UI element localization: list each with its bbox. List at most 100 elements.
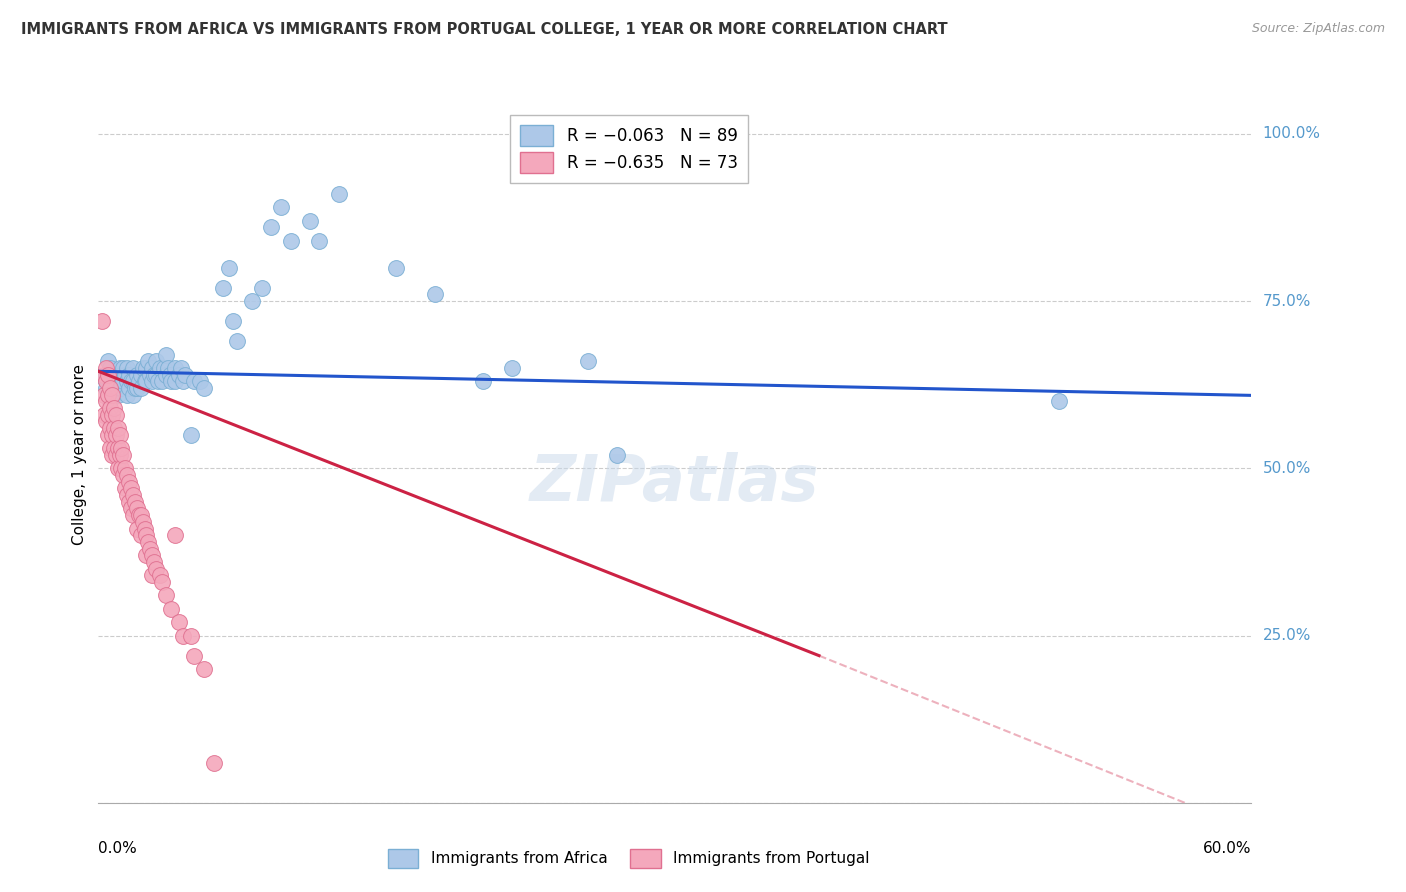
Text: ZIPatlas: ZIPatlas xyxy=(530,451,820,514)
Point xyxy=(101,408,124,422)
Point xyxy=(385,260,408,275)
Point xyxy=(118,475,141,489)
Point xyxy=(101,368,124,382)
Point xyxy=(129,368,152,382)
Point xyxy=(174,368,197,382)
Point xyxy=(117,375,138,389)
Point xyxy=(117,488,138,502)
Point xyxy=(225,334,247,349)
Point xyxy=(145,562,167,576)
Point xyxy=(93,388,115,402)
Point xyxy=(150,375,173,389)
Point xyxy=(139,541,162,556)
Text: 100.0%: 100.0% xyxy=(1263,127,1320,141)
Point xyxy=(120,482,142,496)
Point xyxy=(98,442,121,456)
Point xyxy=(471,375,494,389)
Point xyxy=(150,575,173,590)
Point xyxy=(98,361,121,376)
Point xyxy=(183,648,205,663)
Point xyxy=(108,361,131,376)
Point xyxy=(98,375,121,389)
Point xyxy=(129,381,152,395)
Point xyxy=(114,482,136,496)
Point xyxy=(143,555,166,569)
Point xyxy=(94,394,117,409)
Point xyxy=(250,281,273,295)
Text: 60.0%: 60.0% xyxy=(1204,841,1251,856)
Point xyxy=(118,368,141,382)
Point xyxy=(129,508,152,523)
Legend: Immigrants from Africa, Immigrants from Portugal: Immigrants from Africa, Immigrants from … xyxy=(380,841,877,875)
Point xyxy=(308,234,330,248)
Point xyxy=(146,375,169,389)
Point xyxy=(125,521,148,535)
Point xyxy=(172,375,194,389)
Point xyxy=(97,375,120,389)
Point xyxy=(108,428,131,442)
Point xyxy=(97,388,120,402)
Point xyxy=(114,461,136,475)
Point xyxy=(94,361,117,376)
Point xyxy=(97,408,120,422)
Point xyxy=(120,501,142,516)
Point xyxy=(125,368,148,382)
Point xyxy=(107,442,129,456)
Point xyxy=(94,375,117,389)
Point xyxy=(125,381,148,395)
Text: 25.0%: 25.0% xyxy=(1263,628,1310,643)
Point xyxy=(328,187,350,202)
Point xyxy=(118,494,141,508)
Point xyxy=(576,354,599,368)
Point xyxy=(107,421,129,435)
Point xyxy=(122,361,145,376)
Point xyxy=(110,381,132,395)
Point xyxy=(97,368,120,382)
Point xyxy=(134,521,156,535)
Point xyxy=(98,381,121,395)
Point xyxy=(97,428,120,442)
Point xyxy=(139,368,162,382)
Point xyxy=(160,375,183,389)
Point xyxy=(145,368,167,382)
Y-axis label: College, 1 year or more: College, 1 year or more xyxy=(72,365,87,545)
Text: Source: ZipAtlas.com: Source: ZipAtlas.com xyxy=(1251,22,1385,36)
Point xyxy=(103,442,125,456)
Point xyxy=(165,528,187,542)
Point xyxy=(423,287,446,301)
Point xyxy=(118,381,141,395)
Point xyxy=(104,368,127,382)
Point xyxy=(135,548,157,563)
Point xyxy=(107,388,129,402)
Point xyxy=(117,468,138,483)
Point xyxy=(97,354,120,368)
Point xyxy=(104,381,127,395)
Point xyxy=(112,468,135,483)
Point xyxy=(135,528,157,542)
Point xyxy=(141,548,163,563)
Point xyxy=(135,361,157,376)
Point xyxy=(101,388,124,402)
Point xyxy=(104,428,127,442)
Point xyxy=(141,375,163,389)
Point xyxy=(218,260,240,275)
Point xyxy=(124,381,146,395)
Point xyxy=(128,375,150,389)
Point xyxy=(193,381,215,395)
Point xyxy=(155,589,177,603)
Point xyxy=(94,415,117,429)
Point xyxy=(101,448,124,462)
Point xyxy=(93,408,115,422)
Text: 75.0%: 75.0% xyxy=(1263,293,1310,309)
Point xyxy=(91,314,114,328)
Point xyxy=(160,602,183,616)
Text: 0.0%: 0.0% xyxy=(98,841,138,856)
Point xyxy=(101,381,124,395)
Point xyxy=(97,388,120,402)
Point xyxy=(141,568,163,582)
Point xyxy=(165,361,187,376)
Point xyxy=(222,314,245,328)
Point xyxy=(108,448,131,462)
Point xyxy=(110,442,132,456)
Point xyxy=(107,461,129,475)
